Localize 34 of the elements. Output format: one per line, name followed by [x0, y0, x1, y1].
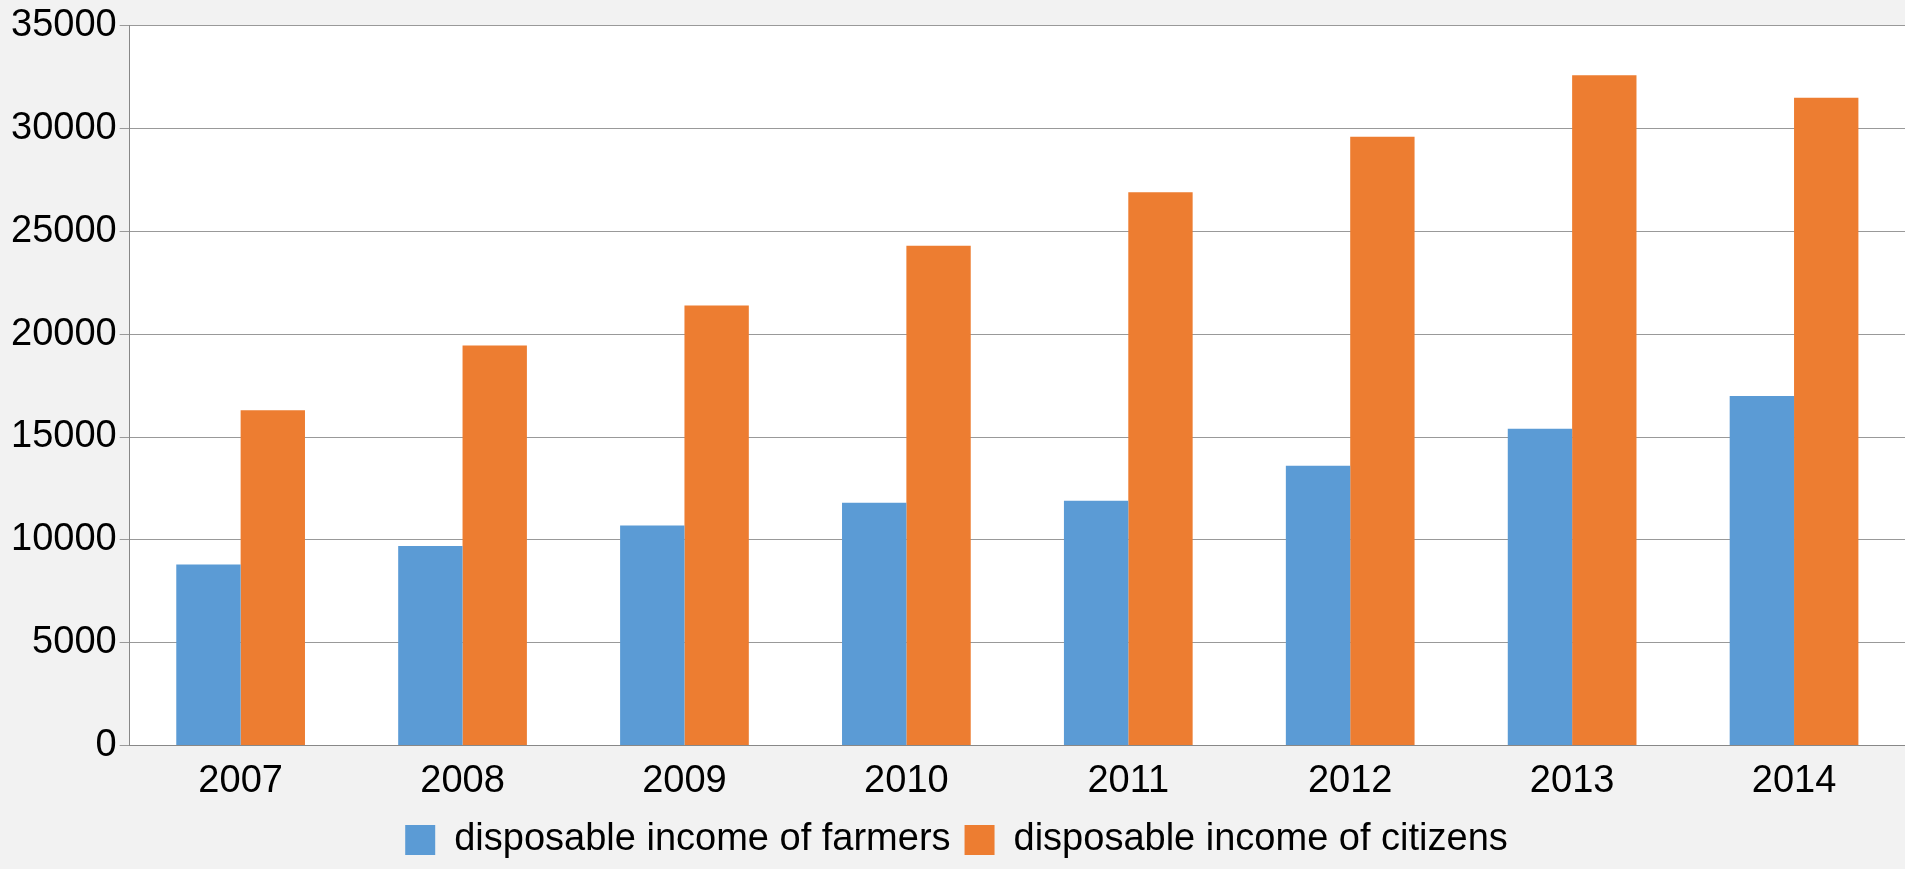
x-tick-label: 2012	[1307, 757, 1393, 800]
bar	[1572, 75, 1637, 745]
bar	[240, 410, 305, 745]
x-tick-label: 2008	[420, 757, 505, 800]
y-tick-label: 10000	[11, 516, 117, 559]
bar	[620, 525, 685, 745]
bar	[1794, 97, 1859, 745]
bar	[842, 502, 907, 745]
bar	[398, 545, 463, 745]
y-tick-label: 20000	[11, 310, 117, 353]
legend-label: disposable income of citizens	[1013, 816, 1508, 859]
x-tick-label: 2007	[198, 757, 283, 800]
y-tick-label: 0	[95, 721, 117, 764]
y-tick-label: 15000	[11, 413, 117, 456]
legend-label: disposable income of farmers	[454, 816, 951, 859]
y-tick-label: 30000	[11, 105, 117, 148]
x-tick-label: 2011	[1087, 757, 1170, 800]
bar	[176, 564, 241, 745]
bar	[1063, 500, 1129, 745]
bar	[1350, 136, 1415, 745]
bar	[684, 305, 749, 745]
x-tick-label: 2009	[642, 757, 727, 800]
x-tick-label: 2013	[1529, 757, 1615, 800]
bar	[1285, 465, 1351, 745]
bar	[1507, 428, 1573, 745]
bar	[462, 345, 527, 745]
y-tick-label: 25000	[11, 207, 117, 250]
x-tick-label: 2014	[1751, 757, 1837, 800]
y-tick-label: 5000	[32, 619, 117, 662]
bar	[906, 245, 971, 745]
bar	[1128, 192, 1193, 745]
y-tick-label: 35000	[11, 2, 117, 45]
bar	[1729, 395, 1795, 745]
x-tick-label: 2010	[864, 757, 949, 800]
